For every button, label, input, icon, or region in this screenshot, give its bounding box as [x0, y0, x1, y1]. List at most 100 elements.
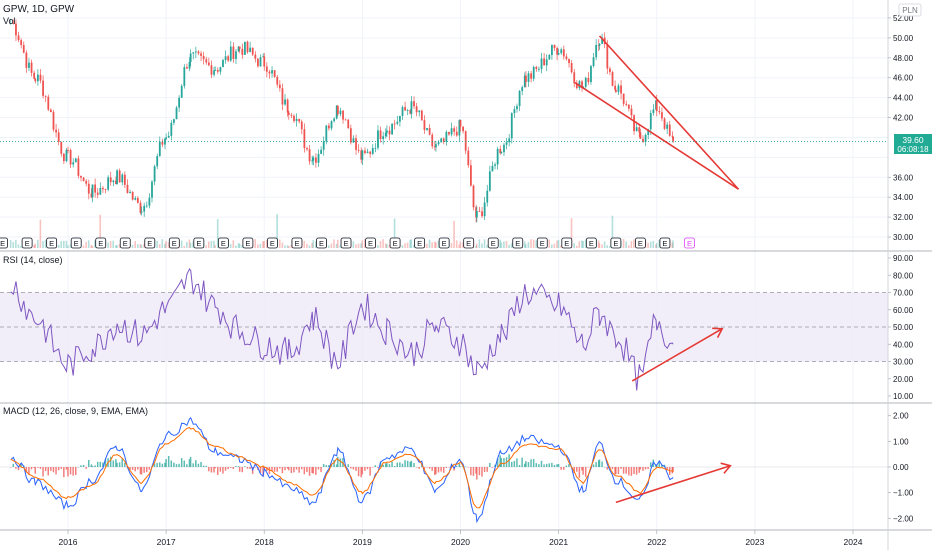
macd-histogram-bar: [489, 462, 491, 467]
currency-badge[interactable]: [898, 3, 922, 17]
macd-histogram-bar: [148, 467, 151, 470]
earnings-event-marker[interactable]: E: [414, 237, 426, 249]
earnings-marker-box: [438, 237, 450, 249]
candle-body: [170, 122, 173, 136]
candle-body: [633, 115, 635, 132]
earnings-event-marker[interactable]: E: [340, 237, 352, 249]
rsi-title[interactable]: RSI (14, close): [3, 255, 63, 265]
scale-tick-label: 34.00: [893, 193, 914, 202]
macd-histogram-bar: [216, 467, 219, 475]
last-price-badge-bg: [894, 134, 932, 154]
candle-body: [666, 124, 669, 129]
volume-bar: [622, 239, 625, 248]
volume-bar: [655, 244, 657, 248]
price-scale[interactable]: 52.00 50.00 48.00 46.00 44.00 42.00 36.00 34.00…: [888, 14, 914, 523]
time-tick-label: 2017: [157, 537, 176, 547]
earnings-event-marker[interactable]: E: [561, 237, 573, 249]
earnings-event-marker[interactable]: E: [144, 237, 156, 249]
candle-body: [609, 68, 611, 73]
earnings-event-marker[interactable]: E: [217, 237, 229, 249]
falling-wedge-annotation: [574, 35, 740, 190]
earnings-event-marker[interactable]: E: [0, 237, 8, 249]
macd-histogram-bar: [17, 467, 20, 471]
candle-body: [335, 105, 338, 119]
earnings-event-marker[interactable]: E: [95, 237, 107, 249]
macd-pane[interactable]: [0, 416, 888, 524]
volume-bar: [237, 243, 240, 248]
earnings-event-marker[interactable]: E: [291, 237, 303, 249]
earnings-event-marker[interactable]: E: [316, 237, 327, 249]
macd-histogram-bar: [633, 467, 635, 475]
earnings-event-marker[interactable]: E: [487, 237, 499, 249]
earnings-event-marker[interactable]: E: [365, 237, 376, 249]
macd-histogram-bar: [290, 467, 293, 474]
candle-body: [513, 109, 516, 114]
earnings-event-marker[interactable]: E: [610, 237, 622, 249]
macd-histogram-bar: [557, 464, 560, 467]
earnings-marker-box: [684, 237, 695, 249]
macd-histogram-bar: [208, 467, 210, 472]
earnings-event-marker[interactable]: E: [242, 237, 254, 249]
candle-body: [229, 46, 232, 61]
earnings-event-marker[interactable]: E: [512, 237, 524, 249]
macd-histogram-bar: [431, 467, 433, 471]
earnings-marker-box: [0, 237, 8, 249]
earnings-event-marker[interactable]: E: [684, 237, 695, 249]
candle-body: [371, 148, 374, 154]
candle-body: [532, 66, 535, 79]
symbol-label[interactable]: GPW, 1D, GPW: [3, 4, 75, 15]
macd-histogram-bar: [88, 460, 90, 467]
earnings-event-marker[interactable]: E: [634, 237, 646, 249]
macd-histogram-bar: [241, 467, 244, 473]
earnings-marker-box: [389, 237, 401, 249]
macd-histogram-bar: [77, 466, 80, 468]
earnings-marker-label: E: [687, 239, 692, 248]
candle-body: [200, 53, 202, 56]
earnings-event-marker[interactable]: E: [389, 237, 401, 249]
candle-body: [303, 129, 306, 149]
macd-histogram-bar: [244, 466, 246, 467]
volume-bar: [355, 244, 357, 248]
volume-bar: [276, 214, 278, 248]
candle-body: [197, 51, 200, 54]
volume-bar: [60, 241, 62, 248]
time-tick-label: 2020: [451, 537, 470, 547]
macd-histogram-bar: [671, 467, 674, 474]
earnings-event-marker[interactable]: E: [193, 237, 205, 249]
earnings-event-marker[interactable]: E: [659, 237, 671, 249]
candle-body: [431, 134, 434, 147]
time-scale[interactable]: 2016 2017 2018 2019 2020 2021 2022 2023 2024: [59, 530, 863, 547]
candle-body: [293, 115, 295, 121]
macd-histogram-bar: [538, 464, 540, 467]
candle-body: [265, 66, 268, 72]
earnings-event-marker[interactable]: E: [438, 237, 450, 249]
earnings-event-marker[interactable]: E: [267, 237, 278, 249]
earnings-event-marker[interactable]: E: [463, 237, 475, 249]
earnings-event-marker[interactable]: E: [168, 237, 180, 249]
macd-histogram-bar: [475, 467, 477, 474]
volume-bar: [69, 244, 72, 248]
macd-histogram-bar: [213, 467, 215, 473]
earnings-event-marker[interactable]: E: [119, 237, 131, 249]
macd-histogram-bar: [434, 467, 436, 475]
candle-body: [165, 137, 168, 139]
macd-histogram-bar: [39, 467, 42, 469]
candle-body: [271, 70, 273, 74]
macd-histogram-bar: [388, 464, 391, 467]
macd-title[interactable]: MACD (12, 26, close, 9, EMA, EMA): [3, 406, 148, 416]
arrow-shaft: [615, 464, 731, 504]
candle-body: [290, 114, 293, 116]
earnings-event-marker[interactable]: E: [46, 237, 58, 249]
volume-bar: [189, 242, 192, 248]
earnings-event-marker[interactable]: E: [585, 237, 597, 249]
earnings-event-marker[interactable]: E: [536, 237, 548, 249]
earnings-event-marker[interactable]: E: [70, 237, 82, 249]
macd-histogram-bar: [134, 467, 136, 472]
earnings-event-marker[interactable]: E: [21, 237, 33, 249]
candle-body: [28, 62, 30, 68]
rsi-pane[interactable]: [0, 267, 888, 391]
